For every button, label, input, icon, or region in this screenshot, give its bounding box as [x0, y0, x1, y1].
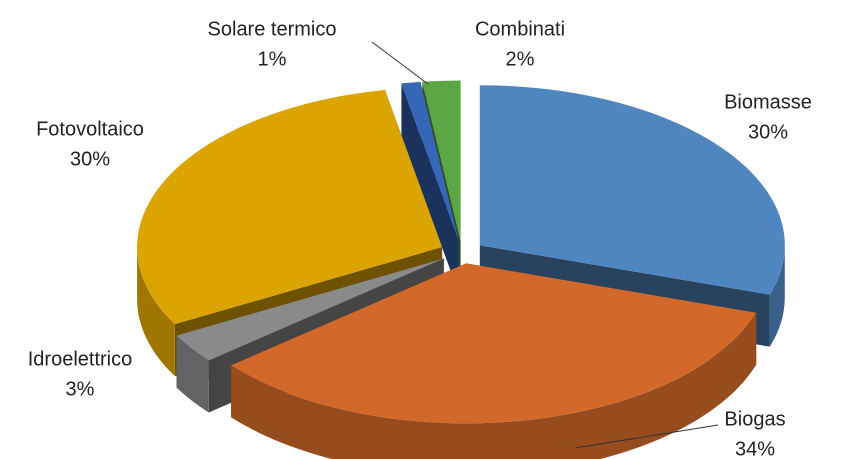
slice-label: Fotovoltaico — [36, 118, 144, 140]
slice-label: Biogas — [724, 408, 785, 430]
slice-label: Biomasse — [724, 91, 812, 113]
slice-top — [176, 258, 444, 361]
slice — [231, 263, 757, 459]
slice — [401, 81, 459, 293]
slice-side — [401, 83, 459, 293]
slice-label: Solare termico — [208, 18, 337, 40]
slice-side — [231, 312, 757, 459]
slice-value-label: 1% — [258, 48, 287, 70]
slice-value-label: 34% — [735, 438, 775, 459]
slice-top — [422, 80, 461, 241]
slice-top — [231, 263, 757, 424]
leader-line — [371, 41, 429, 85]
slice-side — [176, 258, 444, 388]
leader-line — [574, 424, 719, 449]
slice-value-label: 3% — [66, 378, 95, 400]
slice-side — [769, 245, 785, 347]
slice-label: Idroelettrico — [28, 348, 133, 370]
slice-side — [137, 247, 175, 377]
slice-top — [401, 81, 459, 241]
slice-side — [176, 335, 209, 413]
slice-value-label: 30% — [70, 148, 110, 170]
slice-top — [137, 89, 443, 325]
slice-top — [479, 85, 785, 295]
slice-value-label: 30% — [748, 121, 788, 143]
slice-label: Combinati — [475, 18, 565, 40]
slice-value-label: 2% — [506, 48, 535, 70]
